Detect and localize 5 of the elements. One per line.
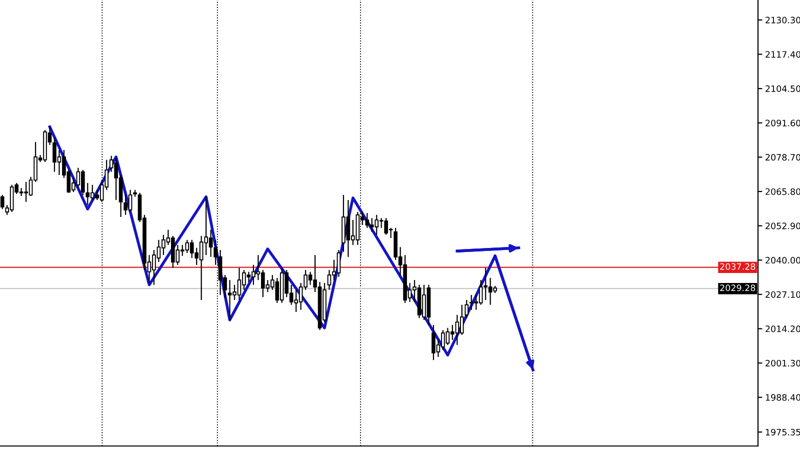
y-tick-label: 1975.35 (766, 428, 800, 436)
candlestick (464, 299, 469, 319)
ref-line-label: 2037.28 (720, 263, 756, 270)
candlestick (0, 194, 4, 210)
ref-line-label: 2029.28 (720, 284, 756, 292)
